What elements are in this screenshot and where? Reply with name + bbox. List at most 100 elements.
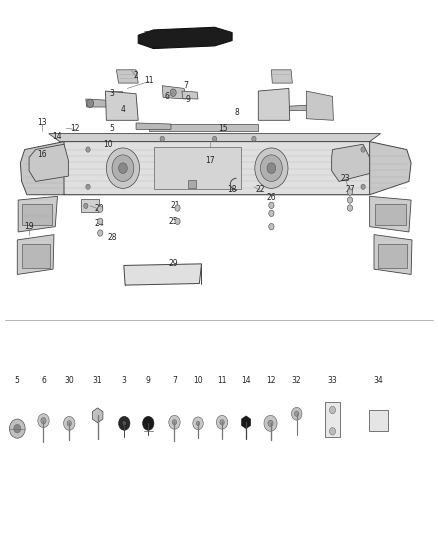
Circle shape (347, 205, 353, 211)
Polygon shape (306, 91, 333, 120)
Circle shape (175, 218, 180, 224)
Text: 14: 14 (53, 132, 62, 141)
Text: 13: 13 (37, 118, 47, 127)
Circle shape (268, 420, 273, 426)
Circle shape (269, 223, 274, 230)
Polygon shape (60, 142, 374, 195)
Polygon shape (370, 142, 411, 195)
Polygon shape (149, 124, 258, 131)
Text: 12: 12 (266, 376, 275, 385)
Text: 26: 26 (267, 193, 276, 202)
Bar (81, 199, 99, 212)
Bar (308, 102, 329, 115)
Text: 16: 16 (37, 150, 47, 159)
Bar (106, 91, 122, 99)
Circle shape (216, 415, 228, 429)
Circle shape (119, 416, 130, 430)
Circle shape (172, 419, 177, 425)
Circle shape (122, 421, 127, 426)
Circle shape (84, 203, 88, 208)
Text: 22: 22 (256, 185, 265, 194)
Polygon shape (49, 134, 381, 142)
Polygon shape (18, 196, 57, 232)
Text: 30: 30 (64, 376, 74, 385)
Circle shape (98, 218, 103, 224)
Polygon shape (117, 70, 138, 83)
Circle shape (98, 206, 103, 212)
Text: 10: 10 (103, 140, 113, 149)
Circle shape (196, 421, 200, 425)
Text: 11: 11 (145, 76, 154, 85)
Circle shape (64, 416, 75, 430)
Circle shape (38, 414, 49, 427)
Circle shape (361, 147, 365, 152)
Circle shape (169, 415, 180, 429)
Circle shape (269, 210, 274, 216)
Text: 12: 12 (70, 124, 80, 133)
Circle shape (86, 184, 90, 189)
Circle shape (252, 136, 256, 142)
Polygon shape (86, 99, 137, 107)
Polygon shape (162, 86, 186, 99)
Polygon shape (106, 91, 138, 120)
Text: 7: 7 (172, 376, 177, 385)
Text: 27: 27 (345, 185, 355, 194)
Text: 5: 5 (110, 124, 114, 133)
Circle shape (267, 163, 276, 173)
Circle shape (143, 416, 154, 430)
Text: 6: 6 (41, 376, 46, 385)
Text: 9: 9 (146, 376, 151, 385)
Bar (188, 180, 196, 188)
Circle shape (264, 415, 277, 431)
Text: 19: 19 (24, 222, 34, 231)
Polygon shape (332, 144, 370, 181)
Text: 14: 14 (241, 376, 251, 385)
Circle shape (170, 89, 176, 96)
Bar (109, 99, 133, 115)
Text: 11: 11 (217, 376, 227, 385)
Text: 25: 25 (168, 217, 178, 226)
Text: 29: 29 (168, 260, 178, 268)
Circle shape (175, 205, 180, 211)
Circle shape (212, 136, 217, 142)
Polygon shape (20, 142, 64, 195)
Polygon shape (272, 70, 292, 83)
Text: 4: 4 (120, 105, 125, 114)
Text: 23: 23 (341, 174, 350, 183)
Circle shape (14, 424, 21, 433)
Text: 28: 28 (107, 233, 117, 242)
Polygon shape (17, 235, 54, 274)
Polygon shape (241, 416, 251, 429)
Circle shape (119, 163, 127, 173)
Circle shape (294, 411, 299, 416)
Circle shape (106, 148, 140, 188)
Polygon shape (374, 235, 412, 274)
Circle shape (10, 419, 25, 438)
Polygon shape (92, 408, 103, 423)
Circle shape (329, 427, 336, 435)
Circle shape (160, 136, 164, 142)
Text: 2: 2 (134, 70, 138, 79)
Text: 9: 9 (186, 94, 191, 103)
Circle shape (291, 407, 302, 420)
Circle shape (347, 189, 353, 195)
Text: 3: 3 (122, 376, 127, 385)
Text: 20: 20 (94, 204, 104, 213)
Text: 1: 1 (186, 28, 191, 37)
Circle shape (269, 202, 274, 208)
Text: 10: 10 (193, 376, 203, 385)
Circle shape (87, 99, 94, 108)
Circle shape (112, 155, 134, 181)
Circle shape (41, 417, 46, 424)
Bar (378, 244, 407, 268)
Text: 8: 8 (234, 108, 239, 117)
Polygon shape (182, 91, 198, 99)
Text: 24: 24 (94, 220, 104, 229)
Bar (325, 402, 340, 437)
Text: 7: 7 (184, 81, 189, 90)
Bar (153, 147, 241, 189)
Text: 18: 18 (227, 185, 237, 194)
Bar (261, 91, 279, 99)
Polygon shape (124, 264, 201, 285)
Bar (128, 268, 198, 282)
